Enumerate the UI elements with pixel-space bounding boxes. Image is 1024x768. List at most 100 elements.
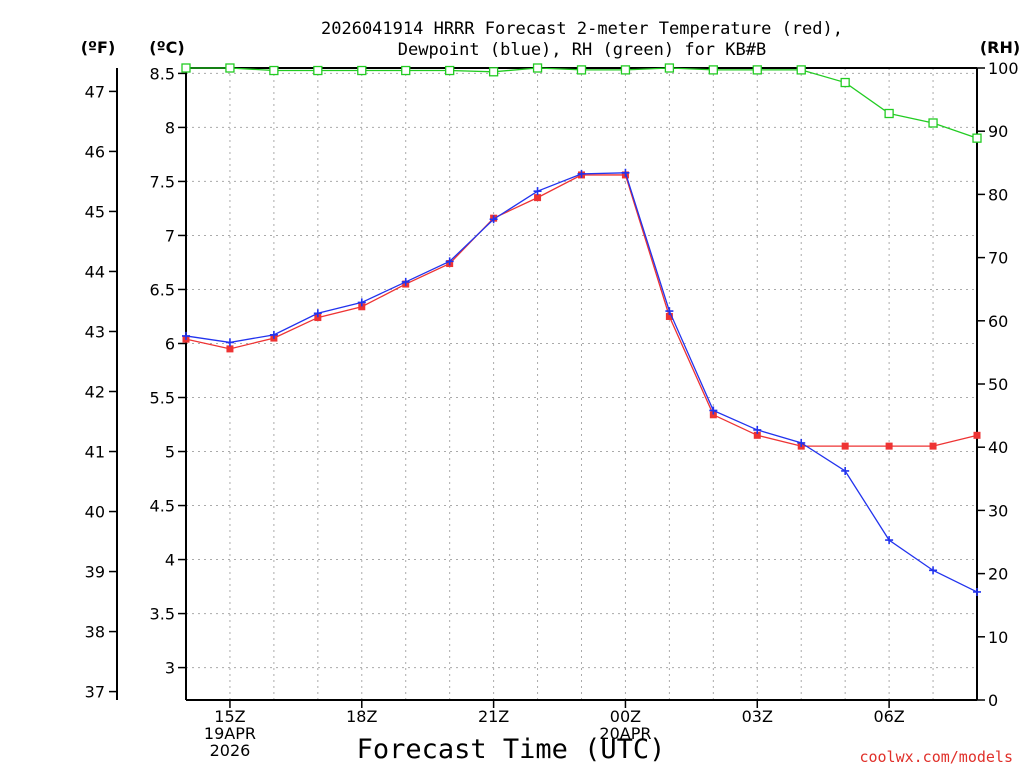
dewpoint-point bbox=[269, 330, 278, 339]
fahrenheit-tick-label: 39 bbox=[85, 563, 105, 582]
rh-point bbox=[884, 108, 894, 119]
celsius-unit-label: (ºC) bbox=[149, 38, 184, 57]
rh-tick-label: 90 bbox=[988, 122, 1008, 141]
rh-point bbox=[401, 65, 411, 76]
temperature-point bbox=[709, 411, 717, 419]
rh-point bbox=[532, 63, 543, 73]
celsius-tick-label: 8 bbox=[165, 118, 175, 137]
rh-tick-label: 0 bbox=[988, 691, 998, 710]
dewpoint-point bbox=[929, 566, 938, 575]
dewpoint-point bbox=[401, 277, 410, 286]
dewpoint-point bbox=[753, 425, 762, 434]
fahrenheit-tick-label: 40 bbox=[85, 503, 105, 522]
chart-title-line1: 2026041914 HRRR Forecast 2-meter Tempera… bbox=[321, 19, 843, 39]
dewpoint-point bbox=[182, 331, 190, 340]
rh-point bbox=[181, 63, 191, 73]
celsius-tick-label: 8.5 bbox=[150, 64, 175, 83]
temperature-point bbox=[226, 345, 234, 353]
x-tick-label: 15Z bbox=[214, 707, 245, 726]
x-tick-label: 19APR bbox=[204, 724, 256, 743]
dewpoint-point bbox=[841, 466, 850, 475]
rh-point bbox=[620, 65, 631, 75]
temperature-point bbox=[665, 312, 673, 320]
rh-tick-label: 100 bbox=[988, 59, 1019, 78]
rh-tick-label: 50 bbox=[988, 375, 1008, 394]
celsius-tick-label: 5.5 bbox=[150, 389, 175, 408]
rh-point bbox=[796, 65, 806, 75]
axes: 3 3.5 4 4.5 5 5.5 6 6.5 7 7.5 8 8.5 37 38 39 40 41 42 43 44… bbox=[85, 59, 1019, 760]
rh-tick-label: 80 bbox=[988, 185, 1008, 204]
x-tick-label: 00Z bbox=[610, 707, 641, 726]
rh-point bbox=[445, 65, 455, 76]
credit-label: coolwx.com/models bbox=[859, 748, 1013, 766]
x-tick-label: 06Z bbox=[873, 707, 904, 726]
dewpoint-point bbox=[665, 307, 674, 316]
rh-point bbox=[225, 63, 235, 73]
rh-point bbox=[269, 65, 279, 76]
fahrenheit-tick-label: 42 bbox=[85, 383, 105, 402]
rh-point bbox=[708, 65, 718, 75]
rh-tick-label: 10 bbox=[988, 628, 1008, 647]
fahrenheit-tick-label: 38 bbox=[85, 623, 105, 642]
dewpoint-point bbox=[973, 587, 981, 596]
rh-point bbox=[313, 65, 323, 76]
temperature-point bbox=[841, 442, 849, 450]
rh-point bbox=[972, 133, 982, 143]
fahrenheit-tick-label: 43 bbox=[85, 322, 105, 341]
rh-point bbox=[357, 65, 367, 76]
celsius-tick-label: 4.5 bbox=[150, 497, 175, 516]
fahrenheit-tick-label: 37 bbox=[85, 683, 105, 702]
celsius-tick-label: 6 bbox=[165, 334, 175, 353]
dewpoint-point bbox=[577, 169, 586, 178]
x-tick-label: 20APR bbox=[599, 724, 651, 743]
rh-tick-label: 40 bbox=[988, 438, 1008, 457]
dewpoint-point bbox=[885, 536, 894, 545]
celsius-tick-label: 3.5 bbox=[150, 605, 175, 624]
celsius-tick-label: 3 bbox=[165, 659, 175, 678]
x-axis-title: Forecast Time (UTC) bbox=[357, 734, 666, 765]
temperature-point bbox=[534, 194, 542, 202]
celsius-tick-label: 7.5 bbox=[150, 172, 175, 191]
rh-point bbox=[664, 63, 675, 73]
fahrenheit-tick-label: 44 bbox=[85, 262, 105, 281]
x-tick-label: 21Z bbox=[478, 707, 509, 726]
rh-tick-label: 70 bbox=[988, 249, 1008, 268]
dewpoint-point bbox=[445, 257, 454, 266]
temperature-point bbox=[314, 314, 322, 322]
rh-point bbox=[752, 65, 762, 75]
rh-unit-label: (RH) bbox=[980, 38, 1020, 57]
x-tick-label: 2026 bbox=[210, 741, 251, 760]
rh-tick-label: 20 bbox=[988, 565, 1008, 584]
rh-tick-label: 60 bbox=[988, 312, 1008, 331]
temperature-point bbox=[753, 431, 761, 439]
rh-point bbox=[928, 118, 938, 128]
dewpoint-point bbox=[489, 215, 498, 224]
dewpoint-point bbox=[709, 406, 718, 415]
dewpoint-point bbox=[225, 338, 234, 347]
x-tick-label: 18Z bbox=[346, 707, 377, 726]
x-tick-label: 03Z bbox=[742, 707, 773, 726]
dewpoint-point bbox=[313, 309, 322, 318]
dewpoint-point bbox=[621, 168, 630, 177]
dewpoint-point bbox=[357, 298, 366, 307]
celsius-tick-label: 5 bbox=[165, 443, 175, 462]
fahrenheit-unit-label: (ºF) bbox=[81, 38, 116, 57]
dewpoint-point bbox=[797, 438, 806, 447]
series-layer bbox=[181, 63, 982, 596]
rh-tick-label: 30 bbox=[988, 501, 1008, 520]
rh-point bbox=[488, 67, 499, 77]
fahrenheit-tick-label: 41 bbox=[85, 443, 105, 462]
temperature-point bbox=[885, 442, 893, 450]
rh-point bbox=[576, 65, 587, 75]
celsius-tick-label: 7 bbox=[165, 226, 175, 245]
fahrenheit-tick-label: 46 bbox=[85, 142, 105, 161]
temperature-point bbox=[929, 442, 937, 450]
chart-title-line2: Dewpoint (blue), RH (green) for KB#B bbox=[398, 40, 766, 60]
celsius-tick-label: 6.5 bbox=[150, 280, 175, 299]
rh-point bbox=[840, 77, 850, 88]
dewpoint-point bbox=[533, 187, 542, 196]
fahrenheit-tick-label: 47 bbox=[85, 82, 105, 101]
fahrenheit-tick-label: 45 bbox=[85, 202, 105, 221]
